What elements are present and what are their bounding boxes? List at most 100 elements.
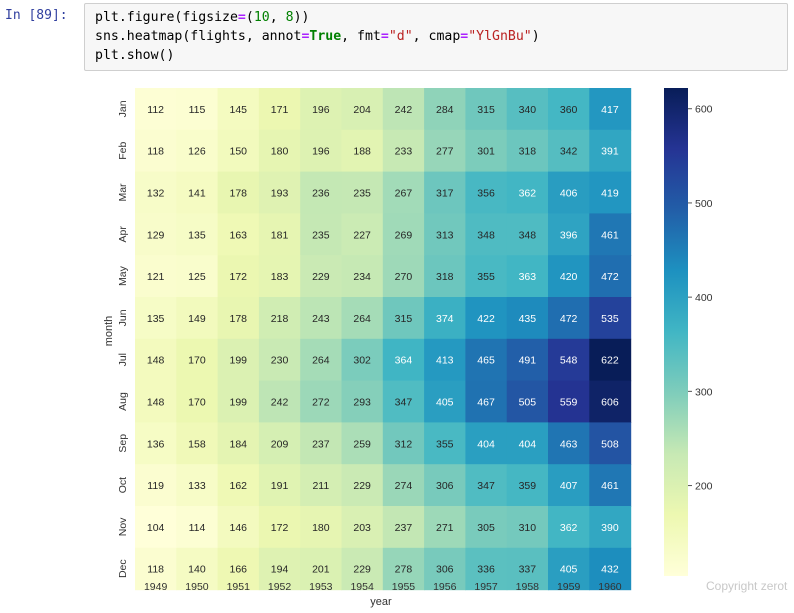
cell-annotation: 259	[353, 438, 371, 450]
heatmap-cell	[382, 171, 425, 214]
colorbar-ticks: 200 300 400 500 600	[688, 104, 713, 493]
heatmap-cell	[382, 464, 425, 507]
cell-annotation: 337	[519, 564, 537, 576]
cell-annotation: 104	[147, 522, 165, 534]
heatmap-cell	[341, 255, 384, 298]
cell-annotation: 204	[353, 104, 371, 116]
cell-annotation: 420	[560, 271, 578, 283]
heatmap-cell	[465, 213, 508, 256]
heatmap-cell	[589, 297, 632, 340]
heatmap-cell	[548, 547, 590, 591]
cell-annotation: 267	[395, 188, 413, 200]
cell-annotation: 407	[560, 480, 578, 492]
cell-annotation: 233	[395, 146, 413, 158]
heatmap-cell	[300, 255, 343, 298]
cell-annotation: 170	[188, 397, 206, 409]
cell-annotation: 284	[436, 104, 454, 116]
heatmap-cell	[341, 171, 384, 214]
heatmap-cell	[135, 88, 177, 131]
cell-annotation: 163	[229, 229, 247, 241]
heatmap-cell	[506, 88, 549, 131]
cell-annotation: 178	[229, 188, 247, 200]
cell-annotation: 148	[147, 355, 165, 367]
cell-annotation: 135	[188, 229, 206, 241]
heatmap-cell	[217, 338, 260, 382]
heatmap-cell	[176, 213, 219, 256]
x-tick-label: 1954	[350, 581, 374, 593]
cell-annotation: 227	[353, 229, 371, 241]
heatmap-cell	[382, 213, 425, 256]
cell-annotation: 413	[436, 355, 454, 367]
cell-annotation: 171	[271, 104, 289, 116]
heatmap-cell	[341, 506, 384, 549]
heatmap-cell	[176, 380, 219, 423]
heatmap-cell	[506, 422, 549, 465]
heatmap-cell	[506, 547, 549, 591]
heatmap-cell	[258, 213, 301, 256]
heatmap-cell	[548, 88, 590, 131]
heatmap-cell	[506, 255, 549, 298]
x-tick-label: 1949	[144, 581, 168, 593]
heatmap-cell	[382, 338, 425, 382]
heatmap-cell	[424, 297, 466, 340]
cell-annotation: 236	[312, 188, 330, 200]
heatmap-cell	[217, 464, 260, 507]
cell-annotation: 180	[312, 522, 330, 534]
cell-annotation: 148	[147, 397, 165, 409]
heatmap-cell	[341, 88, 384, 131]
cell-prompt: In [89]:	[5, 8, 68, 23]
heatmap-cell	[217, 547, 260, 591]
cell-annotation: 306	[436, 480, 454, 492]
cell-annotation: 166	[229, 564, 247, 576]
heatmap-cell	[341, 338, 384, 382]
heatmap-cell	[424, 171, 466, 214]
y-tick-label: Nov	[117, 517, 129, 536]
y-tick-label: Jan	[117, 100, 129, 117]
code-line-3: plt.show()	[95, 48, 175, 63]
cell-annotation: 404	[519, 438, 537, 450]
colorbar-tick-label: 300	[695, 386, 713, 398]
y-tick-label: Dec	[117, 559, 129, 578]
code-cell[interactable]: plt.figure(figsize=(10, 8)) sns.heatmap(…	[84, 3, 788, 71]
heatmap-cell	[176, 88, 219, 131]
cell-annotation: 318	[436, 271, 454, 283]
cell-annotation: 162	[229, 480, 247, 492]
cell-annotation: 461	[601, 480, 619, 492]
heatmap-cell	[341, 380, 384, 423]
cell-annotation: 404	[477, 438, 495, 450]
cell-annotation: 242	[395, 104, 413, 116]
heatmap-cell	[135, 547, 177, 591]
heatmap-cells	[135, 88, 632, 591]
cell-annotation: 306	[436, 564, 454, 576]
x-tick-label: 1960	[598, 581, 622, 593]
colorbar	[664, 88, 688, 576]
x-tick-label: 1952	[268, 581, 292, 593]
cell-annotation: 201	[312, 564, 330, 576]
cell-annotation: 237	[395, 522, 413, 534]
cell-annotation: 359	[519, 480, 537, 492]
cell-annotation: 348	[519, 229, 537, 241]
cell-annotation: 406	[560, 188, 578, 200]
cell-annotation: 347	[477, 480, 495, 492]
heatmap-cell	[465, 297, 508, 340]
heatmap-cell	[548, 213, 590, 256]
y-tick-label: Jun	[117, 309, 129, 326]
heatmap-cell	[382, 88, 425, 131]
heatmap-cell	[176, 506, 219, 549]
cell-annotation: 315	[477, 104, 495, 116]
cell-annotation: 355	[477, 271, 495, 283]
cell-annotation: 141	[188, 188, 206, 200]
cell-annotation: 180	[271, 146, 289, 158]
heatmap-cell	[506, 338, 549, 382]
heatmap-cell	[341, 297, 384, 340]
heatmap-cell	[548, 380, 590, 423]
y-tick-label: Apr	[117, 226, 129, 243]
cell-annotation: 432	[601, 564, 619, 576]
cell-annotation: 193	[271, 188, 289, 200]
cell-annotation: 119	[147, 480, 164, 492]
cell-annotation: 390	[601, 522, 619, 534]
cell-annotation: 136	[147, 438, 165, 450]
heatmap-cell	[506, 213, 549, 256]
cell-annotation: 184	[229, 438, 247, 450]
